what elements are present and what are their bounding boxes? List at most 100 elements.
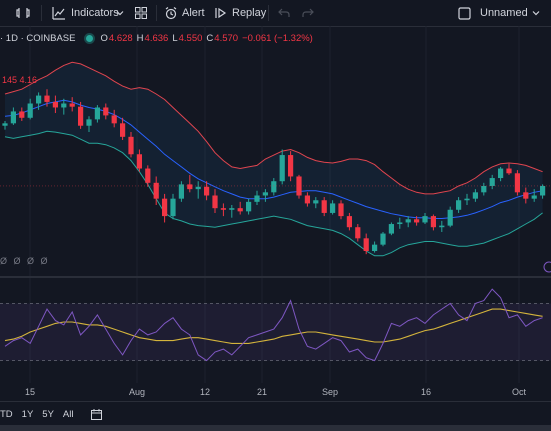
candle-body [254,195,260,202]
indicators-dropdown[interactable] [115,0,125,26]
templates-button[interactable] [134,0,148,26]
bb-upper-line [4,61,543,195]
range-1y[interactable]: 1Y [21,408,34,420]
open-key: O [100,32,108,44]
compare-icon[interactable] [16,0,30,26]
range-bar: TD 1Y 5Y All [0,401,551,426]
symbol-label[interactable]: · 1D · COINBASE [0,32,76,44]
candle-body [330,203,336,213]
replay-button[interactable]: Replay [214,0,266,26]
grid-icon [134,6,148,20]
range-ytd[interactable]: TD [0,408,13,420]
divider [268,5,269,21]
candle-body [44,95,50,102]
range-5y[interactable]: 5Y [42,408,54,420]
candle-body [153,182,159,199]
candle-body [145,168,151,183]
candle-body [288,155,294,177]
time-tick: 16 [420,387,432,397]
change-value: −0.061 (−1.32%) [242,32,313,44]
candle-body [178,184,184,199]
high-key: H [136,32,144,44]
candle-body [36,95,42,104]
rsi-legend[interactable]: Ø Ø Ø Ø [0,256,50,266]
candle-body [10,111,16,124]
candle-body [204,186,210,196]
redo-button[interactable] [302,0,314,26]
candle-body [355,227,361,239]
price-chart[interactable] [0,0,551,383]
range-all[interactable]: All [62,408,74,420]
bb-lower-line [4,130,543,257]
top-toolbar: Indicators Alert Replay [0,0,551,27]
candle-body [489,178,495,186]
undo-button[interactable] [278,0,290,26]
chevron-down-icon [115,8,125,18]
candle-body [397,222,403,225]
layout-dropdown[interactable] [531,0,541,26]
candle-body [506,168,512,174]
candle-body [187,184,193,190]
candle-body [498,168,504,179]
candle-body [346,216,352,228]
candle-body [405,219,411,223]
candle-body [136,154,142,169]
candle-body [27,103,33,118]
alarm-clock-icon [164,6,178,20]
scroll-to-realtime-icon [543,261,551,273]
rsi-ma-line [4,308,543,344]
layout-name: Unnamed [480,7,528,19]
indicators-button[interactable]: Indicators [52,0,119,26]
candle-body [514,173,520,193]
candle-body [162,198,168,217]
time-tick: Oct [511,387,527,397]
high-value: 4.636 [144,32,169,44]
indicators-label: Indicators [71,7,119,19]
market-status-dot [85,34,93,42]
close-value: 4.570 [214,32,239,44]
alert-label: Alert [182,7,205,19]
candle-body [472,192,478,199]
layout-checkbox[interactable] [458,0,471,26]
candle-body [464,198,470,201]
candle-body [321,200,327,213]
candle-body [111,115,117,124]
candle-body [540,185,546,196]
bollinger-bands-legend[interactable]: 145 4.16 [2,75,38,85]
candle-body [439,225,445,228]
candle-body [86,119,92,126]
candle-body [61,103,67,108]
bollinger-band-fill [5,62,543,256]
time-tick: Aug [128,387,146,397]
calendar-icon[interactable] [90,408,103,421]
candle-body [456,200,462,210]
time-tick: Sep [321,387,339,397]
candle-body [523,192,529,199]
time-tick: 21 [256,387,268,397]
time-tick: 12 [199,387,211,397]
alert-button[interactable]: Alert [164,0,205,26]
chevron-down-icon [531,8,541,18]
candle-body [304,195,310,204]
divider [41,5,42,21]
pane-divider[interactable] [0,276,551,278]
candle-body [246,201,252,212]
candle-body [372,244,378,252]
candle-body [338,203,344,217]
candle-body [2,123,8,126]
low-value: 4.550 [178,32,203,44]
redo-icon [302,7,314,19]
checkbox-icon [458,6,471,20]
layout-name-button[interactable]: Unnamed [480,0,528,26]
candle-body [414,219,420,223]
time-axis[interactable]: 15 Aug 12 21 Sep 16 Oct [0,383,551,401]
candle-body [19,111,25,118]
candle-body [69,103,75,107]
candle-body [271,181,277,193]
candle-body [94,107,100,120]
time-tick: 15 [24,387,36,397]
symbol-legend: · 1D · COINBASE O 4.628 H 4.636 L 4.550 C 4.… [0,30,317,46]
rsi-band [0,303,551,361]
bb-basis-line [4,99,543,219]
low-key: L [172,32,178,44]
